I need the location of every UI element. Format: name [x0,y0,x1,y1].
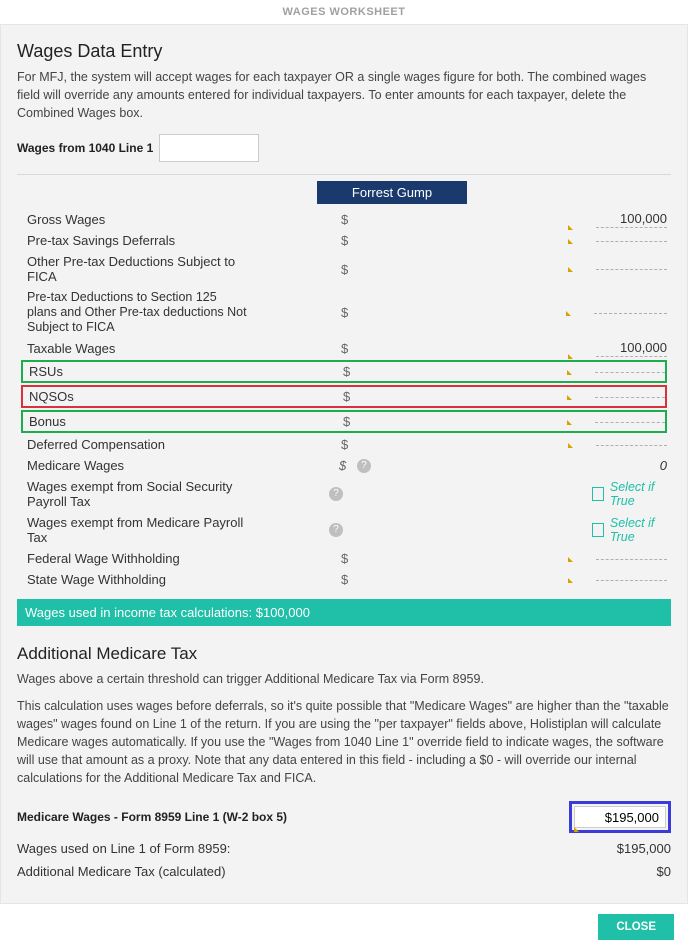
label-state-withholding: State Wage Withholding [21,570,256,589]
section2-title: Additional Medicare Tax [17,644,671,664]
row-rsus: RSUs $ [21,360,667,383]
section2-line2: This calculation uses wages before defer… [17,697,671,788]
label-pretax-savings: Pre-tax Savings Deferrals [21,231,256,250]
value-taxable-wages[interactable]: 100,000 [596,340,667,357]
value-pretax-savings[interactable] [596,240,667,242]
section1-desc: For MFJ, the system will accept wages fo… [17,68,671,122]
wages-1040-input[interactable] [159,134,259,162]
dollar-icon: $ [339,458,346,473]
row-bonus: Bonus $ [21,410,667,433]
label-exempt-ss: Wages exempt from Social Security Payrol… [21,477,256,511]
value-fed-withholding[interactable] [596,558,667,560]
row-gross-wages: Gross Wages $ 100,000 [21,210,667,229]
divider [17,174,671,175]
used-8959-label: Wages used on Line 1 of Form 8959: [17,841,571,856]
calc-summary-bar: Wages used in income tax calculations: $… [17,599,671,626]
label-nqsos: NQSOs [23,387,255,406]
dollar-icon: $ [343,414,350,429]
row-state-withholding: State Wage Withholding $ [21,570,667,589]
row-nqsos: NQSOs $ [21,385,667,408]
used-8959-value: $195,000 [571,841,671,856]
checkbox-exempt-ss[interactable] [592,487,603,501]
dollar-icon: $ [341,305,348,320]
dollar-icon: $ [343,389,350,404]
label-exempt-med: Wages exempt from Medicare Payroll Tax [21,513,256,547]
row-exempt-med: Wages exempt from Medicare Payroll Tax ?… [21,513,667,547]
row-deferred-comp: Deferred Compensation $ [21,435,667,454]
label-fed-withholding: Federal Wage Withholding [21,549,256,568]
dollar-icon: $ [341,437,348,452]
med-wages-highlight-box [569,801,671,833]
row-other-pretax-fica: Other Pre-tax Deductions Subject to FICA… [21,252,667,286]
label-pretax-125: Pre-tax Deductions to Section 125 plans … [21,288,254,337]
addl-med-tax-value: $0 [571,864,671,879]
dollar-icon: $ [343,364,350,379]
dollar-icon: $ [341,262,348,277]
row-pretax-125: Pre-tax Deductions to Section 125 plans … [21,288,667,337]
dollar-icon: $ [341,212,348,227]
taxpayer-name-header: Forrest Gump [317,181,467,204]
main-panel: Wages Data Entry For MFJ, the system wil… [0,24,688,904]
row-medicare-wages: Medicare Wages $ ? 0 [21,456,667,475]
row-fed-withholding: Federal Wage Withholding $ [21,549,667,568]
wages-1040-label: Wages from 1040 Line 1 [17,141,153,155]
close-button[interactable]: CLOSE [598,914,674,940]
value-bonus[interactable] [595,421,665,423]
addl-med-tax-label: Additional Medicare Tax (calculated) [17,864,571,879]
section1-title: Wages Data Entry [17,41,671,62]
label-medicare-wages: Medicare Wages [21,456,256,475]
row-pretax-savings: Pre-tax Savings Deferrals $ [21,231,667,250]
value-pretax-125[interactable] [594,312,667,314]
value-medicare-wages: 0 [596,458,667,474]
help-icon[interactable]: ? [329,487,343,501]
help-icon[interactable]: ? [329,523,343,537]
label-other-pretax-fica: Other Pre-tax Deductions Subject to FICA [21,252,256,286]
row-exempt-ss: Wages exempt from Social Security Payrol… [21,477,667,511]
value-deferred-comp[interactable] [596,444,667,446]
row-taxable-wages: Taxable Wages $ 100,000 [21,339,667,358]
label-bonus: Bonus [23,412,255,431]
select-if-true: Select if True [610,480,667,508]
label-deferred-comp: Deferred Compensation [21,435,256,454]
label-gross-wages: Gross Wages [21,210,256,229]
value-gross-wages[interactable]: 100,000 [596,211,667,228]
dollar-icon: $ [341,341,348,356]
help-icon[interactable]: ? [357,459,371,473]
value-state-withholding[interactable] [596,579,667,581]
dollar-icon: $ [341,551,348,566]
med-wages-label: Medicare Wages - Form 8959 Line 1 (W-2 b… [17,810,569,824]
value-other-pretax-fica[interactable] [596,268,667,270]
checkbox-exempt-med[interactable] [592,523,603,537]
value-rsus[interactable] [595,371,665,373]
label-taxable-wages: Taxable Wages [21,339,256,358]
med-wages-input[interactable] [574,806,666,828]
section2-line1: Wages above a certain threshold can trig… [17,670,671,688]
select-if-true: Select if True [610,516,667,544]
value-nqsos[interactable] [595,396,665,398]
dollar-icon: $ [341,233,348,248]
label-rsus: RSUs [23,362,255,381]
modal-title: WAGES WORKSHEET [0,0,688,24]
dollar-icon: $ [341,572,348,587]
